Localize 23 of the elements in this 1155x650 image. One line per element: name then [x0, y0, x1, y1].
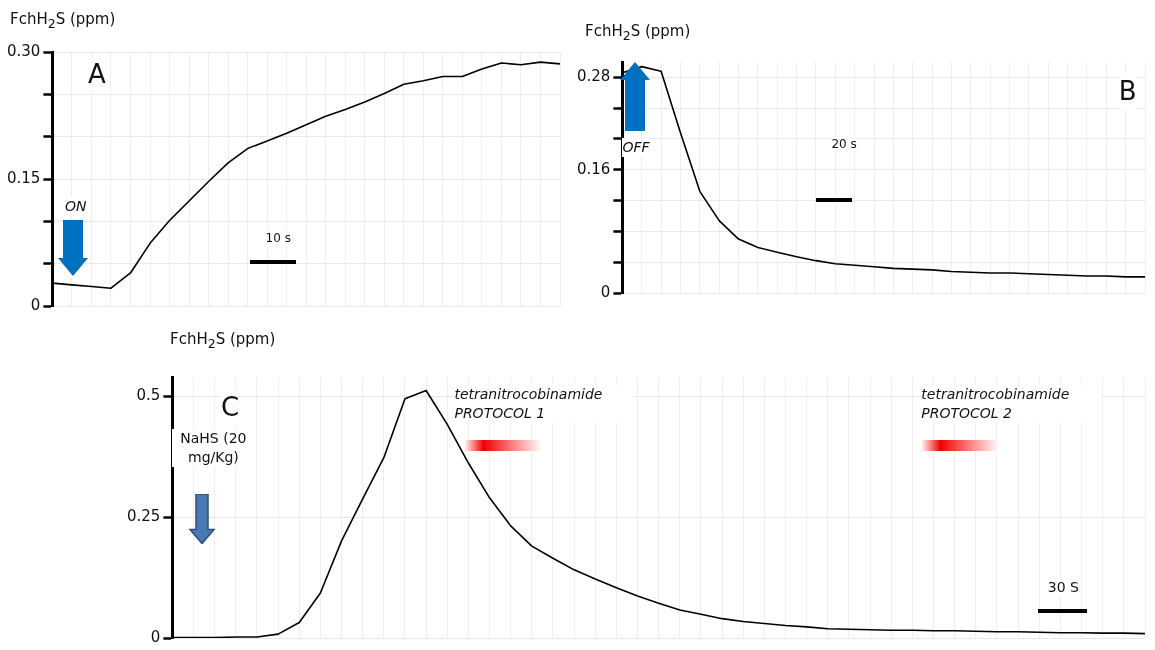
- annotation: C: [221, 390, 240, 426]
- y-tick-label: 0.25: [126, 507, 161, 526]
- y-tick-label: 0: [30, 295, 41, 314]
- y-tick-label: 0.28: [576, 67, 611, 86]
- annotation: 30 S: [1047, 577, 1079, 597]
- y-tick-label: 0.15: [6, 168, 41, 187]
- annotation: NaHS (20 mg/Kg): [172, 429, 255, 467]
- y-axis-title: FchH$_{2}$S (ppm): [170, 330, 276, 351]
- y-tick-label: 0: [600, 282, 611, 301]
- annotation: ON: [65, 196, 87, 216]
- y-tick-label: 0.16: [576, 159, 611, 178]
- annotation: tetranitrocobinamide PROTOCOL 2: [921, 384, 1102, 423]
- y-tick-label: 0.30: [6, 41, 41, 60]
- y-tick-label: 0: [150, 627, 161, 646]
- annotation: 20 s: [831, 135, 857, 153]
- y-tick-label: 0.5: [136, 386, 161, 405]
- annotation: B: [1118, 73, 1137, 109]
- y-axis-title: FchH$_{2}$S (ppm): [585, 22, 691, 43]
- y-axis-title: FchH$_{2}$S (ppm): [10, 10, 116, 31]
- annotation: OFF: [622, 138, 650, 158]
- annotation: 10 s: [265, 229, 291, 246]
- annotation: tetranitrocobinamide PROTOCOL 1: [454, 384, 635, 423]
- annotation: A: [87, 57, 106, 93]
